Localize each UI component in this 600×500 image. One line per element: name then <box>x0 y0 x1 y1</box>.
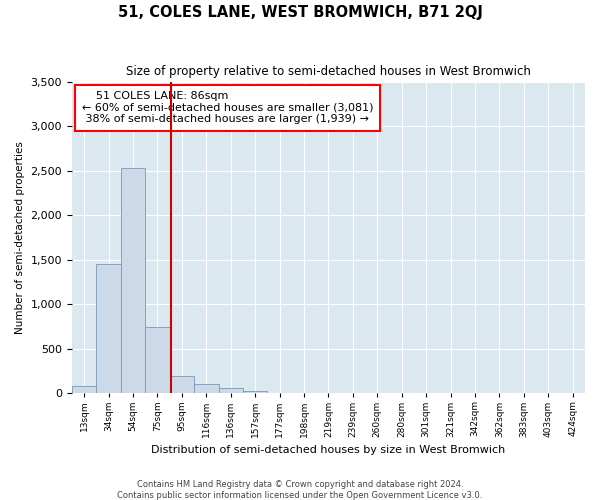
Bar <box>218 388 243 394</box>
Y-axis label: Number of semi-detached properties: Number of semi-detached properties <box>15 141 25 334</box>
X-axis label: Distribution of semi-detached houses by size in West Bromwich: Distribution of semi-detached houses by … <box>151 445 506 455</box>
Bar <box>170 376 194 394</box>
Bar <box>72 386 97 394</box>
Text: 51, COLES LANE, WEST BROMWICH, B71 2QJ: 51, COLES LANE, WEST BROMWICH, B71 2QJ <box>118 5 482 20</box>
Text: Contains HM Land Registry data © Crown copyright and database right 2024.
Contai: Contains HM Land Registry data © Crown c… <box>118 480 482 500</box>
Bar <box>194 384 218 394</box>
Bar <box>243 390 268 394</box>
Bar <box>145 326 170 394</box>
Bar <box>121 168 145 394</box>
Title: Size of property relative to semi-detached houses in West Bromwich: Size of property relative to semi-detach… <box>126 65 531 78</box>
Bar <box>97 264 121 394</box>
Text: 51 COLES LANE: 86sqm
← 60% of semi-detached houses are smaller (3,081)
 38% of s: 51 COLES LANE: 86sqm ← 60% of semi-detac… <box>82 92 374 124</box>
